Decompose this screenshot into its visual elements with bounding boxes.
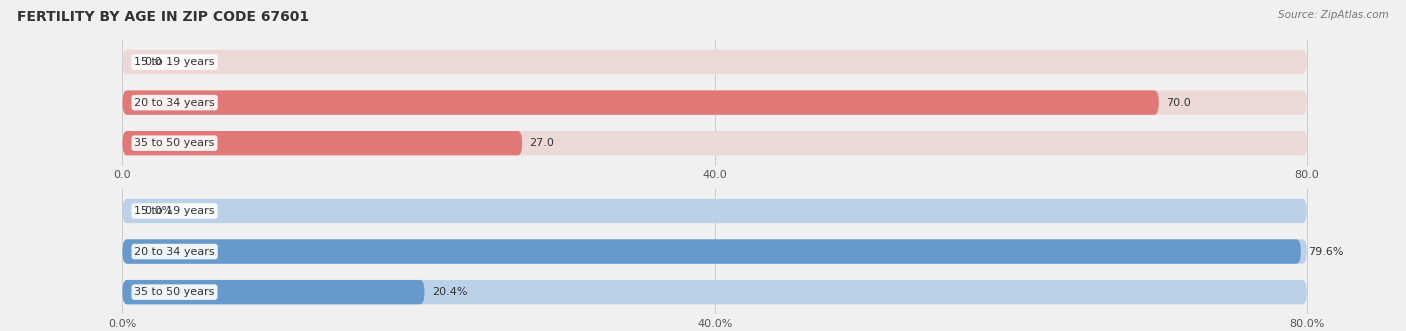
FancyBboxPatch shape [122,280,425,304]
Text: 27.0: 27.0 [530,138,554,148]
FancyBboxPatch shape [122,239,1306,264]
FancyBboxPatch shape [122,280,1306,304]
Text: 35 to 50 years: 35 to 50 years [135,138,215,148]
Text: 35 to 50 years: 35 to 50 years [135,287,215,297]
Text: 70.0: 70.0 [1166,98,1191,108]
Text: 20.4%: 20.4% [432,287,467,297]
Text: 15 to 19 years: 15 to 19 years [135,57,215,67]
Text: 20 to 34 years: 20 to 34 years [135,98,215,108]
FancyBboxPatch shape [122,50,1306,74]
FancyBboxPatch shape [122,239,1301,264]
FancyBboxPatch shape [122,90,1306,115]
FancyBboxPatch shape [122,131,1306,155]
FancyBboxPatch shape [122,90,1159,115]
Text: 15 to 19 years: 15 to 19 years [135,206,215,216]
Text: 0.0%: 0.0% [145,206,173,216]
Text: FERTILITY BY AGE IN ZIP CODE 67601: FERTILITY BY AGE IN ZIP CODE 67601 [17,10,309,24]
Text: Source: ZipAtlas.com: Source: ZipAtlas.com [1278,10,1389,20]
FancyBboxPatch shape [122,199,1306,223]
Text: 0.0: 0.0 [145,57,162,67]
Text: 79.6%: 79.6% [1309,247,1344,257]
Text: 20 to 34 years: 20 to 34 years [135,247,215,257]
FancyBboxPatch shape [122,131,522,155]
